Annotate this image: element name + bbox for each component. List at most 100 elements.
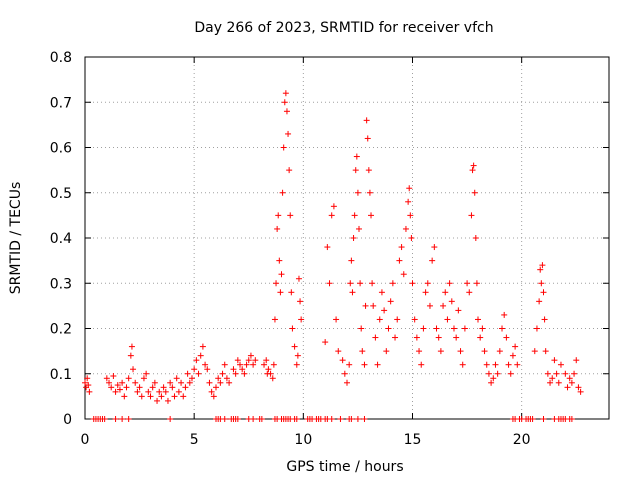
data-point [169, 384, 176, 391]
data-point [424, 280, 431, 287]
data-point [418, 361, 425, 368]
data-point [121, 393, 128, 400]
data-point [501, 311, 508, 318]
data-point [396, 257, 403, 264]
data-point [350, 235, 357, 241]
data-point [184, 370, 191, 377]
data-point [125, 375, 132, 382]
data-point [237, 361, 244, 368]
data-point [383, 348, 390, 355]
data-point [215, 375, 222, 382]
data-point [507, 370, 514, 377]
data-point [571, 370, 578, 377]
data-point [542, 348, 549, 355]
data-point [335, 348, 342, 355]
x-tick-label: 10 [294, 432, 312, 448]
data-point [468, 212, 475, 219]
data-point [208, 388, 215, 395]
data-point [101, 416, 108, 422]
data-point [568, 379, 575, 386]
data-point [85, 382, 92, 389]
data-point [555, 379, 562, 386]
data-point [353, 153, 360, 160]
data-point [156, 388, 163, 395]
data-point [275, 212, 282, 219]
data-point [263, 357, 270, 364]
data-point [488, 379, 495, 386]
data-point [341, 370, 348, 377]
data-point [385, 325, 392, 332]
data-point [512, 343, 519, 350]
data-point [357, 280, 364, 287]
y-axis-label: SRMTID / TECUs [8, 182, 24, 295]
data-point [213, 384, 219, 391]
data-point [461, 325, 468, 332]
data-point [485, 370, 492, 377]
marks-layer [82, 90, 584, 422]
data-point [359, 348, 366, 355]
data-point [398, 244, 405, 251]
data-point [171, 393, 178, 400]
data-point [392, 334, 399, 341]
y-tick-label: 0.4 [50, 231, 72, 247]
data-point [204, 366, 211, 373]
data-point [537, 266, 544, 273]
data-point [202, 361, 209, 368]
data-point [444, 316, 451, 323]
data-point [409, 280, 416, 287]
data-point [337, 416, 344, 422]
y-tick-label: 0 [63, 412, 72, 428]
data-point [416, 348, 423, 355]
data-point [356, 225, 363, 232]
data-point [243, 361, 250, 368]
y-tick-label: 0.7 [50, 95, 72, 111]
data-point [250, 361, 257, 368]
data-point [167, 379, 174, 386]
data-point [164, 397, 171, 404]
data-point [354, 416, 361, 422]
data-point [361, 416, 368, 422]
chart-title: Day 266 of 2023, SRMTID for receiver vfc… [194, 20, 493, 36]
data-point [405, 198, 412, 205]
data-point [252, 357, 259, 364]
data-point [167, 416, 174, 422]
data-point [471, 189, 478, 196]
data-point [288, 289, 295, 296]
data-point [125, 416, 132, 422]
data-point [261, 361, 268, 368]
data-point [358, 325, 365, 332]
data-point [457, 348, 464, 355]
data-point [145, 388, 152, 395]
data-point [297, 298, 304, 305]
data-point [114, 382, 121, 389]
data-point [505, 361, 512, 368]
data-point [230, 366, 237, 373]
data-point [475, 316, 481, 323]
data-point [119, 416, 126, 422]
data-point [406, 185, 413, 192]
data-point [110, 373, 117, 380]
data-point [446, 280, 453, 287]
y-tick-label: 0.2 [50, 322, 72, 338]
data-point [175, 388, 182, 395]
data-point [282, 90, 289, 97]
data-point [477, 334, 484, 341]
data-point [577, 388, 584, 395]
data-point [289, 325, 296, 332]
data-point [368, 212, 375, 219]
data-point [188, 375, 195, 382]
data-point [575, 384, 582, 391]
data-point [134, 388, 141, 395]
data-point [509, 352, 516, 359]
data-point [287, 212, 294, 219]
data-point [277, 289, 284, 296]
data-point [173, 375, 180, 382]
data-point [271, 316, 278, 323]
data-point [199, 343, 206, 350]
data-point [147, 393, 154, 400]
data-point [539, 262, 546, 269]
data-point [573, 357, 580, 364]
data-point [407, 212, 414, 219]
data-point [281, 99, 288, 106]
data-point [217, 379, 224, 386]
